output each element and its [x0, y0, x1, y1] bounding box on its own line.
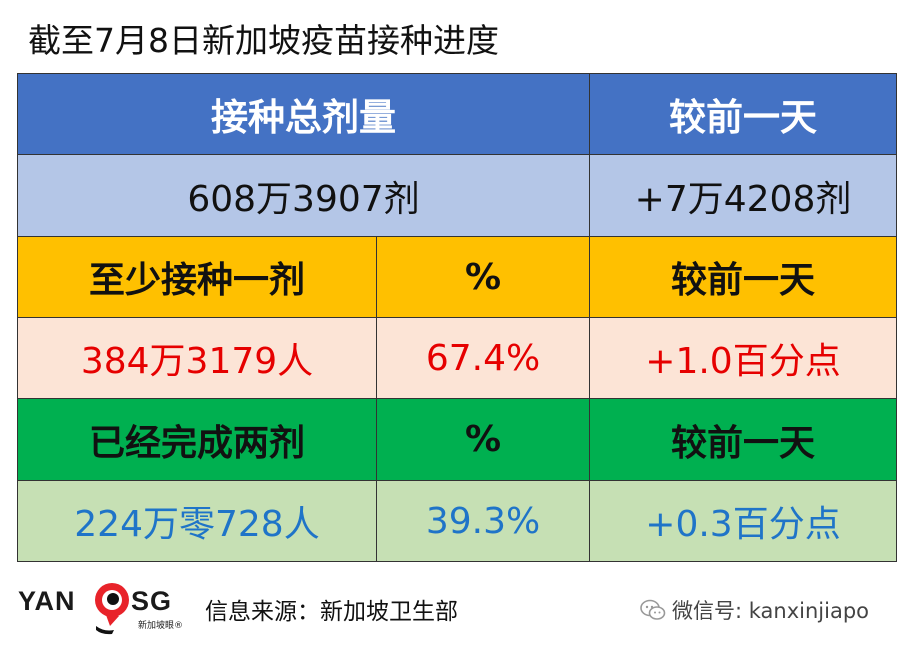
table-row: 至少接种一剂 % 较前一天: [17, 236, 897, 318]
second-dose-pct-header: %: [376, 398, 590, 481]
second-dose-change: +0.3百分点: [589, 480, 897, 562]
eye-logo-icon: [95, 583, 129, 635]
table-row: 接种总剂量 较前一天: [17, 73, 897, 155]
second-dose-header: 已经完成两剂: [17, 398, 377, 481]
total-doses-change: +7万4208剂: [589, 154, 897, 237]
first-dose-pct-header: %: [376, 236, 590, 318]
wechat-id: 微信号: kanxinjiapo: [640, 595, 869, 625]
second-dose-pct: 39.3%: [376, 480, 590, 562]
vaccination-table: 接种总剂量 较前一天 608万3907剂 +7万4208剂 至少接种一剂 % 较…: [17, 73, 897, 562]
first-dose-change: +1.0百分点: [589, 317, 897, 399]
source-note: 信息来源：新加坡卫生部: [205, 599, 458, 625]
second-dose-value: 224万零728人: [17, 480, 377, 562]
first-dose-pct: 67.4%: [376, 317, 590, 399]
logo-left-text: YAN: [18, 586, 76, 616]
second-dose-change-header: 较前一天: [589, 398, 897, 481]
first-dose-header: 至少接种一剂: [17, 236, 377, 318]
yansg-logo: YAN SG 新加坡眼®: [18, 578, 188, 638]
first-dose-change-header: 较前一天: [589, 236, 897, 318]
total-doses-header: 接种总剂量: [17, 73, 590, 155]
table-row: 384万3179人 67.4% +1.0百分点: [17, 317, 897, 399]
wechat-id-text: 微信号: kanxinjiapo: [672, 599, 870, 623]
page-title: 截至7月8日新加坡疫苗接种进度: [28, 21, 499, 60]
table-row: 608万3907剂 +7万4208剂: [17, 154, 897, 237]
logo-right-text: SG: [131, 586, 173, 616]
wechat-icon: [640, 599, 666, 620]
first-dose-value: 384万3179人: [17, 317, 377, 399]
total-doses-value: 608万3907剂: [17, 154, 590, 237]
table-row: 224万零728人 39.3% +0.3百分点: [17, 480, 897, 562]
change-header: 较前一天: [589, 73, 897, 155]
logo-subtitle: 新加坡眼®: [138, 621, 184, 631]
table-row: 已经完成两剂 % 较前一天: [17, 398, 897, 481]
